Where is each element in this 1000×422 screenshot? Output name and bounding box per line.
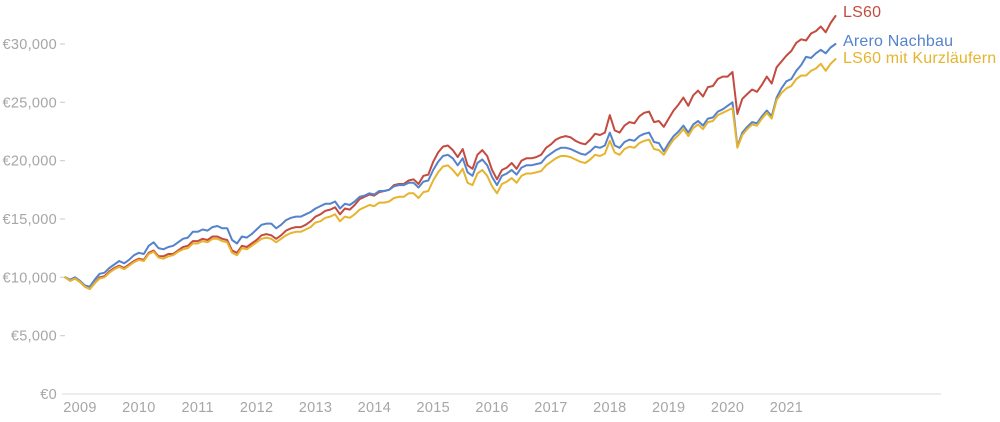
y-axis-label: €20,000 (2, 154, 57, 170)
legend-label-ls60-mit-kurzlaeufern: LS60 mit Kurzläufern (843, 50, 997, 67)
x-axis-label: 2018 (593, 400, 626, 416)
y-axis-label: €5,000 (11, 329, 57, 345)
x-axis-label: 2013 (299, 400, 332, 416)
y-axis-label: €15,000 (2, 212, 57, 228)
y-axis-label: €25,000 (2, 95, 57, 111)
series-line-ls60-mit-kurzl-ufern (64, 58, 837, 290)
x-axis-label: 2020 (711, 400, 744, 416)
x-axis-label: 2019 (652, 400, 685, 416)
legend-label-ls60: LS60 (843, 4, 882, 21)
series-line-arero-nachbau (64, 43, 837, 288)
legend-label-arero-nachbau: Arero Nachbau (843, 33, 954, 50)
x-axis-label: 2009 (63, 400, 96, 416)
x-axis-label: 2010 (122, 400, 155, 416)
x-axis-label: 2016 (475, 400, 508, 416)
x-axis-label: 2011 (182, 400, 214, 416)
y-axis-label: €10,000 (2, 270, 57, 286)
x-axis-label: 2021 (770, 400, 803, 416)
y-axis-label: €0 (40, 387, 57, 403)
series-line-ls60 (64, 15, 837, 290)
x-axis-label: 2015 (416, 400, 449, 416)
x-axis-label: 2017 (534, 400, 567, 416)
x-axis-label: 2014 (358, 400, 391, 416)
x-axis-label: 2012 (240, 400, 273, 416)
y-axis-label: €30,000 (2, 37, 57, 53)
